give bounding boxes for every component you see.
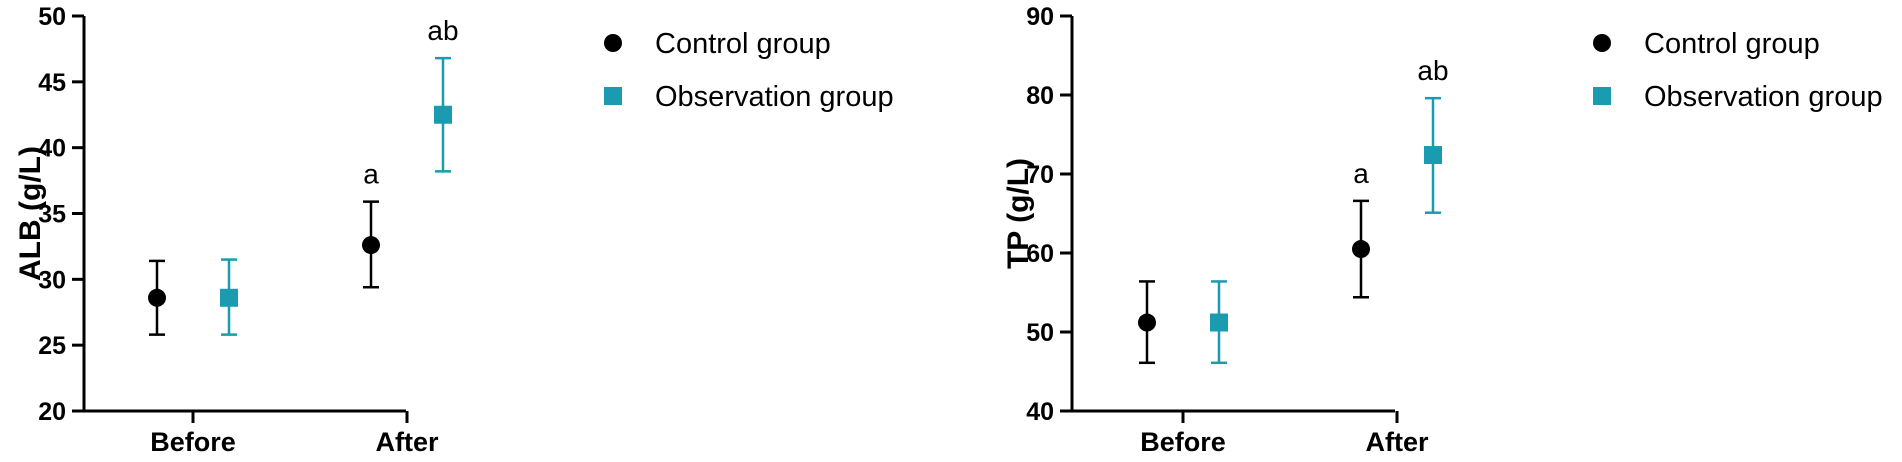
data-point-control-group	[1138, 313, 1156, 332]
data-point-control-group	[1352, 240, 1370, 259]
x-tick-label: Before	[150, 427, 236, 457]
y-tick-label: 50	[38, 3, 66, 31]
data-point-control-group	[362, 236, 380, 255]
y-tick-label: 50	[1026, 319, 1054, 347]
data-point-observation-group	[1424, 146, 1442, 165]
legend-marker	[1593, 34, 1611, 52]
y-tick-label: 60	[1026, 240, 1054, 268]
y-tick-label: 90	[1026, 3, 1054, 31]
y-tick-label: 20	[38, 398, 66, 426]
data-point-control-group	[148, 288, 166, 307]
y-tick-label: 30	[38, 266, 66, 294]
x-tick-label: After	[1365, 427, 1428, 457]
significance-label: ab	[427, 15, 458, 46]
legend-label: Control group	[1644, 28, 1820, 60]
y-tick-label: 40	[1026, 398, 1054, 426]
chart-panel-1: 20 25 30 35 40 45 50 ALB (g/L) Before After a ab Con…	[14, 3, 894, 457]
legend-label: Control group	[655, 28, 831, 60]
legend-marker	[604, 87, 622, 105]
y-tick-label: 35	[38, 201, 66, 229]
legend-label: Observation group	[655, 81, 894, 113]
y-tick-label: 25	[38, 332, 66, 360]
x-tick-label: After	[375, 427, 438, 457]
legend-label: Observation group	[1644, 81, 1883, 113]
chart-panel-2: 40 50 60 70 80 90 TP (g/L) Before After a ab Contro…	[1002, 3, 1883, 457]
legend-marker	[604, 34, 622, 52]
x-tick-label: Before	[1140, 427, 1226, 457]
significance-label: a	[1353, 158, 1369, 189]
y-axis-label: TP (g/L)	[1002, 158, 1035, 269]
y-tick-label: 70	[1026, 161, 1054, 189]
data-point-observation-group	[434, 105, 452, 124]
y-tick-label: 45	[38, 69, 66, 97]
data-point-observation-group	[220, 288, 238, 307]
significance-label: a	[363, 159, 379, 190]
legend-marker	[1593, 87, 1611, 105]
y-tick-label: 40	[38, 135, 66, 163]
significance-label: ab	[1417, 55, 1448, 86]
y-axis-label: ALB (g/L)	[14, 146, 47, 281]
data-point-observation-group	[1210, 313, 1228, 332]
y-tick-label: 80	[1026, 82, 1054, 110]
